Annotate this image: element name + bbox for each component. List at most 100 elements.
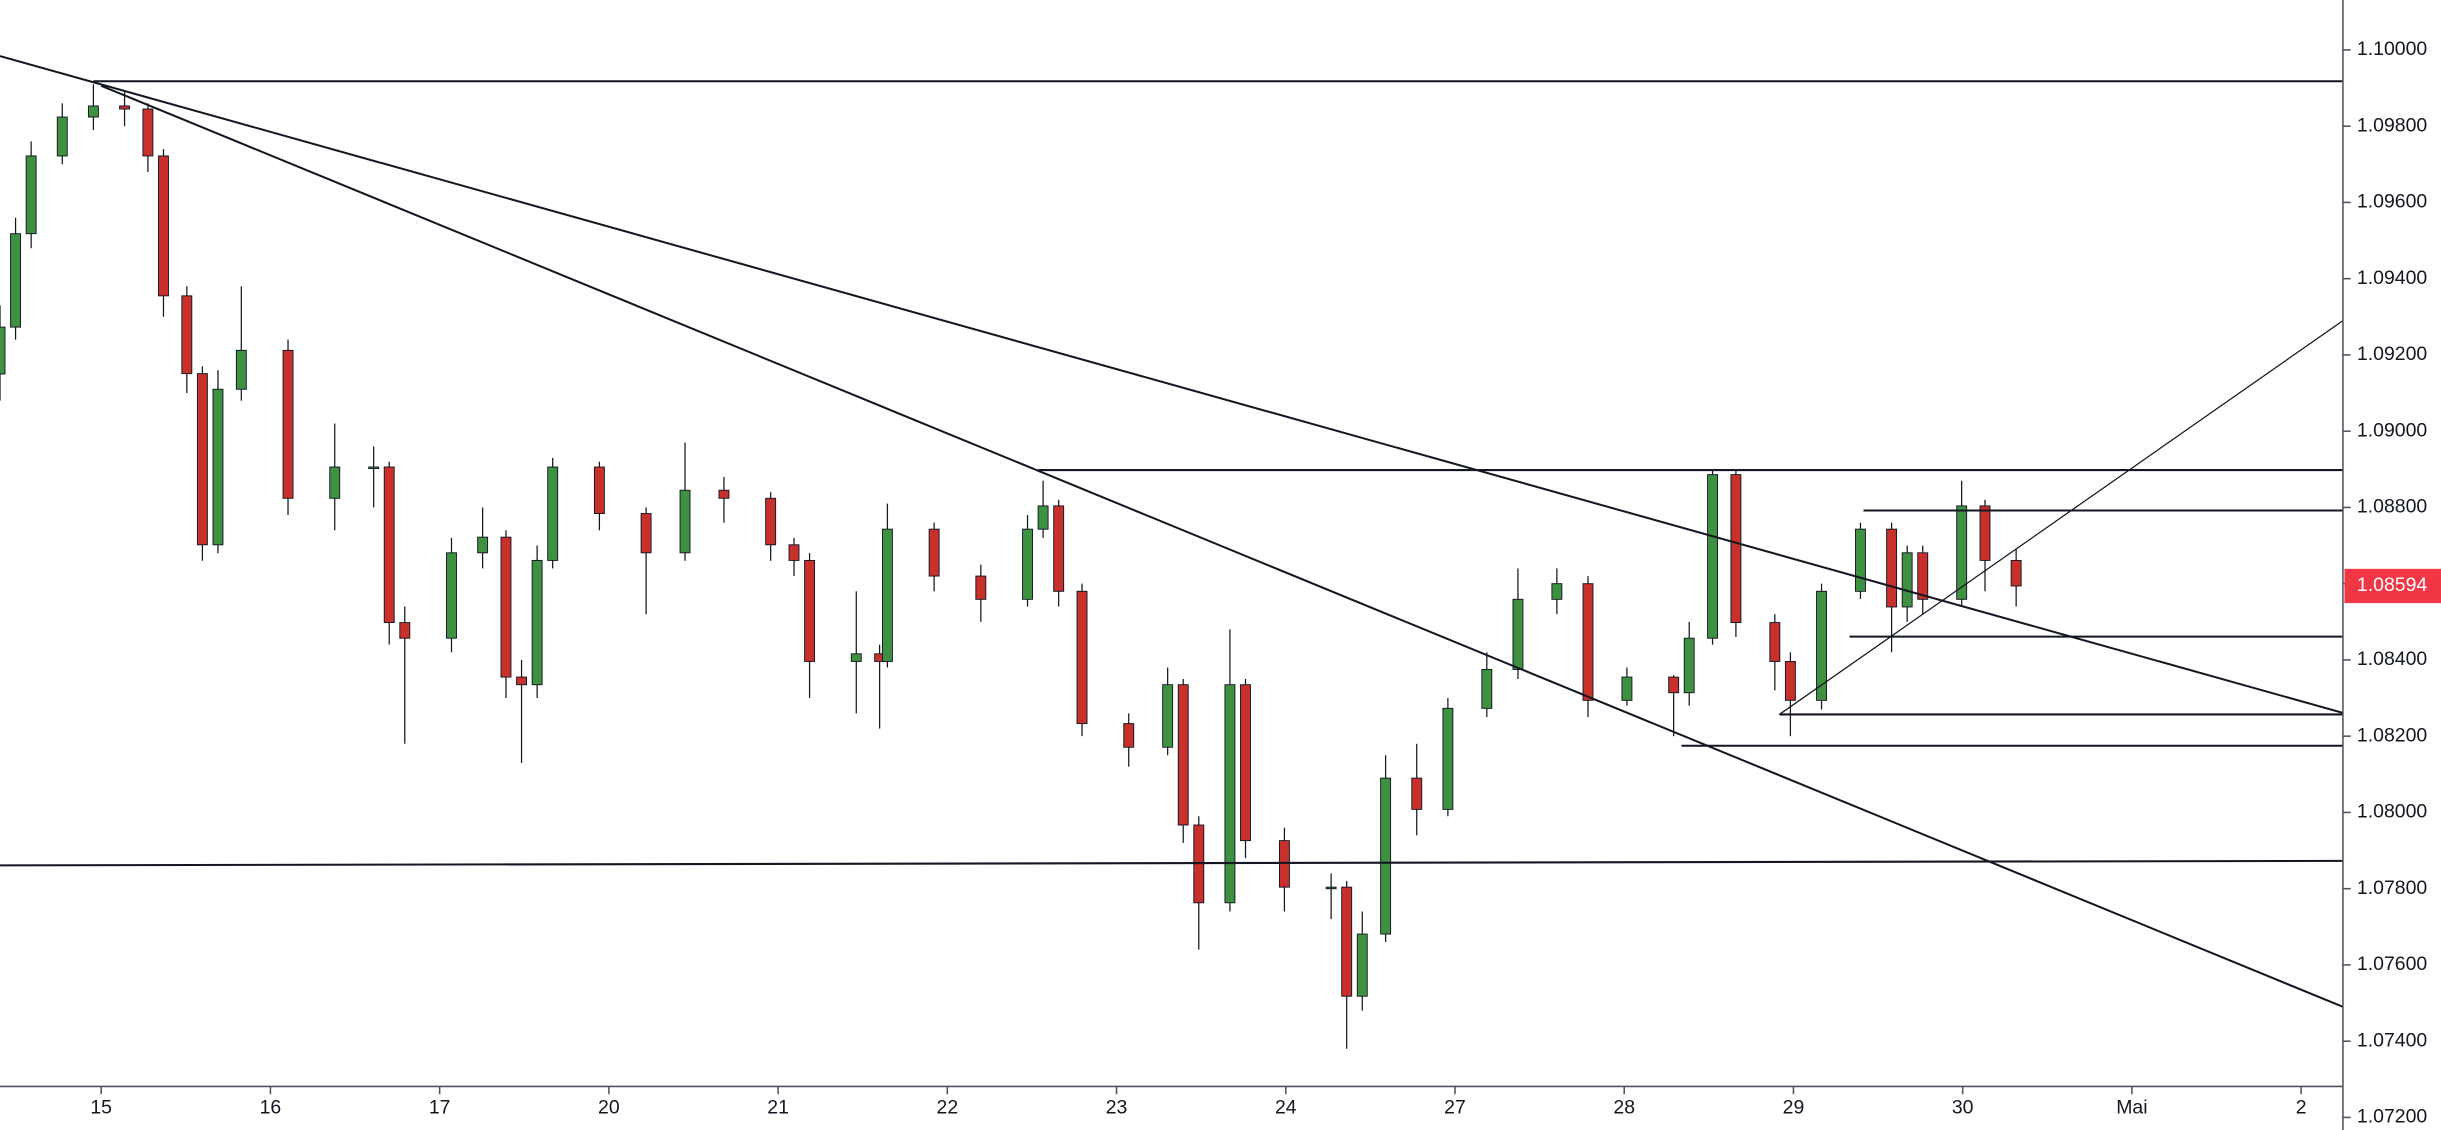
- candle-body: [679, 489, 691, 554]
- x-tick-label: 24: [1275, 1096, 1297, 1118]
- candle-body: [1621, 676, 1633, 701]
- candle-body: [975, 575, 987, 600]
- candle-body: [329, 466, 341, 499]
- candle-body: [1022, 528, 1033, 600]
- candle-body: [1325, 886, 1337, 890]
- candle-body: [1481, 668, 1493, 709]
- trend-line: [0, 55, 2343, 714]
- candle-body: [593, 466, 605, 514]
- candle-body: [25, 155, 37, 235]
- candle-body: [1442, 707, 1454, 810]
- candle-body: [1707, 474, 1719, 639]
- y-tick-label: 1.10000: [2357, 38, 2427, 60]
- candle-body: [1053, 505, 1065, 592]
- candle-body: [531, 559, 543, 686]
- candle-body: [1162, 684, 1174, 748]
- y-tick-label: 1.08200: [2357, 724, 2427, 746]
- last-price-box: [2344, 568, 2441, 604]
- candle-body: [235, 349, 247, 390]
- trend-line: [0, 859, 2343, 867]
- candle-body: [1956, 505, 1968, 600]
- x-tick-label: 17: [429, 1096, 451, 1118]
- candle-body: [788, 544, 800, 561]
- y-tick-label: 1.09000: [2357, 419, 2427, 441]
- x-tick-label: 27: [1444, 1096, 1466, 1118]
- candle-body: [212, 388, 224, 546]
- candle-body: [1901, 552, 1913, 608]
- candle-body: [1411, 777, 1423, 810]
- candle-body: [142, 108, 154, 157]
- candle-body: [10, 233, 22, 328]
- candle-body: [1683, 637, 1695, 694]
- y-tick-label: 1.07800: [2357, 877, 2427, 899]
- y-tick-label: 1.08400: [2357, 648, 2427, 670]
- candle-body: [0, 326, 6, 375]
- x-tick-label: 15: [90, 1096, 112, 1118]
- candle-body: [804, 559, 816, 662]
- candle-body: [446, 552, 457, 639]
- last-price-label: 1.08594: [2357, 574, 2427, 596]
- candle-body: [1917, 552, 1929, 600]
- y-tick-label: 1.09600: [2357, 191, 2427, 213]
- candle-body: [547, 466, 559, 561]
- candle-body: [1177, 684, 1189, 826]
- y-tick-label: 1.09400: [2357, 267, 2427, 289]
- candle-body: [928, 528, 940, 577]
- x-tick-label: 30: [1952, 1096, 1974, 1118]
- candle-body: [516, 676, 528, 686]
- candle-body: [1668, 676, 1680, 694]
- x-tick-label: 16: [260, 1096, 282, 1118]
- candle-body: [196, 373, 208, 546]
- y-tick-label: 1.08000: [2357, 801, 2427, 823]
- y-tick-label: 1.09200: [2357, 343, 2427, 365]
- trend-line: [1779, 320, 2343, 715]
- candle-body: [1380, 777, 1392, 935]
- candle-body: [477, 536, 489, 554]
- x-tick-label: 22: [937, 1096, 959, 1118]
- candle-body: [881, 528, 893, 662]
- candle-body: [1816, 590, 1827, 701]
- candle-body: [1341, 886, 1353, 997]
- candle-body: [500, 536, 512, 678]
- candle-body: [119, 105, 130, 110]
- candle-body: [1224, 684, 1236, 904]
- y-tick-label: 1.07600: [2357, 953, 2427, 975]
- candle-body: [1886, 528, 1898, 608]
- candle-body: [87, 105, 99, 118]
- candle-body: [1037, 505, 1049, 530]
- trend-line: [100, 84, 2343, 1008]
- y-tick-label: 1.07200: [2357, 1106, 2427, 1128]
- y-tick-label: 1.08800: [2357, 496, 2427, 518]
- candle-body: [1855, 528, 1866, 592]
- candle-body: [1784, 660, 1796, 701]
- candle-body: [850, 653, 862, 662]
- candle-body: [640, 513, 652, 554]
- x-tick-label: 21: [767, 1096, 789, 1118]
- candle-body: [765, 497, 777, 546]
- candle-body: [1356, 933, 1368, 997]
- candle-body: [1512, 598, 1524, 670]
- x-tick-label: 20: [598, 1096, 620, 1118]
- x-tick-label: Mai: [2116, 1096, 2147, 1118]
- candle-body: [1582, 583, 1594, 701]
- candle-body: [56, 116, 68, 157]
- candle-body: [1979, 505, 1991, 561]
- candle-body: [1730, 474, 1742, 624]
- x-tick-label: 28: [1613, 1096, 1635, 1118]
- y-tick-label: 1.09800: [2357, 114, 2427, 136]
- candle-body: [181, 295, 193, 375]
- x-tick-label: 23: [1106, 1096, 1128, 1118]
- candle-body: [1769, 622, 1781, 662]
- drawings: [0, 55, 2343, 1008]
- x-tick-label: 29: [1783, 1096, 1805, 1118]
- candle-body: [718, 489, 730, 499]
- candle-body: [1076, 590, 1088, 725]
- candle-body: [1551, 583, 1563, 600]
- candle-body: [1123, 723, 1135, 748]
- candle-body: [158, 155, 169, 297]
- candle-body: [399, 622, 411, 639]
- candle-body: [1240, 684, 1251, 842]
- axes: 1.07200 1.07400 1.07600 1.07800 1.08000 1.082…: [90, 38, 2441, 1128]
